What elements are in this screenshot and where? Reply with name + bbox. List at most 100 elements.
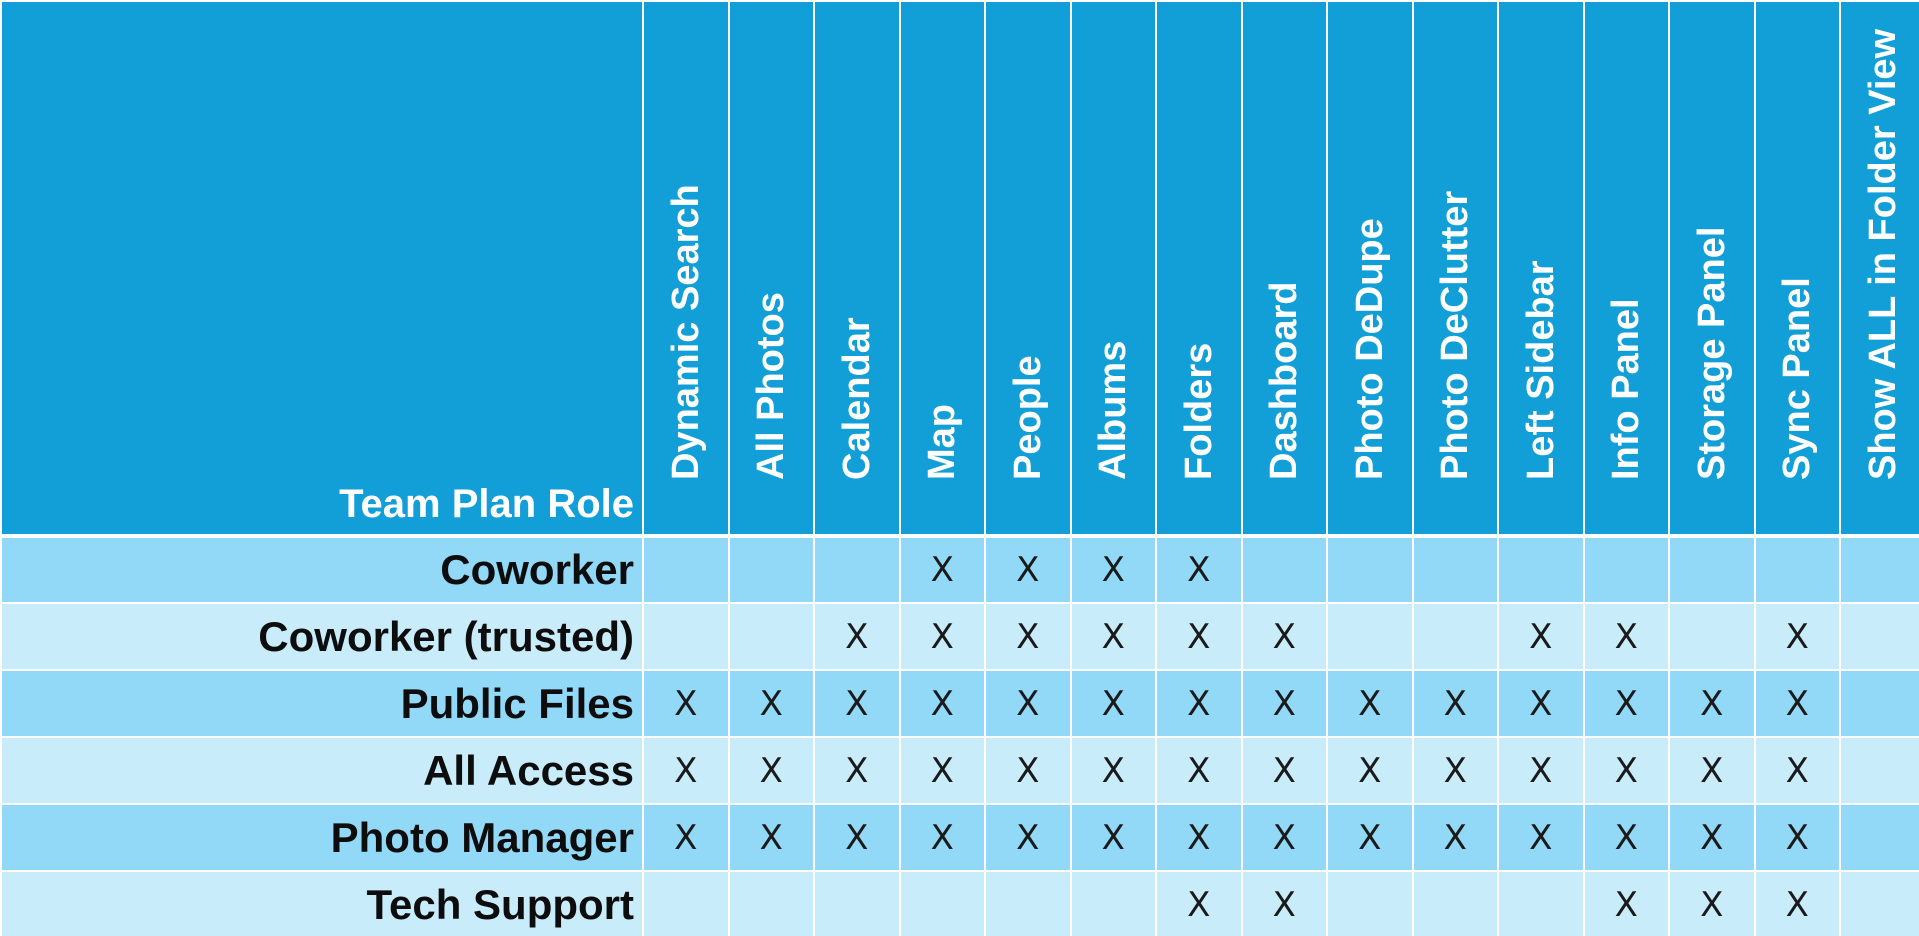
- permission-cell: [1411, 535, 1499, 604]
- permission-mark: X: [1272, 817, 1296, 858]
- permission-cell: X: [642, 803, 730, 872]
- permission-cell: [813, 870, 901, 936]
- permission-cell: [1326, 870, 1414, 936]
- column-header-info-panel: Info Panel: [1582, 0, 1670, 537]
- permission-mark: X: [759, 750, 783, 791]
- permission-cell: X: [813, 669, 901, 738]
- column-header-label: Dynamic Search: [664, 184, 707, 480]
- permission-mark: X: [1443, 683, 1467, 724]
- permission-mark: X: [1358, 683, 1382, 724]
- permission-cell: [1497, 870, 1585, 936]
- column-header-calendar: Calendar: [813, 0, 901, 537]
- table-row: Coworker (trusted) X X X X X X X X X: [0, 602, 1919, 671]
- permission-cell: X: [1240, 669, 1328, 738]
- permission-cell: X: [1069, 736, 1157, 805]
- column-header-label: Sync Panel: [1776, 277, 1819, 480]
- table-row: All Access X X X X X X X X X X X X X X: [0, 736, 1919, 805]
- permission-mark: X: [1443, 817, 1467, 858]
- permission-mark: X: [1700, 750, 1724, 791]
- permission-mark: X: [1187, 683, 1211, 724]
- permission-cell: [1582, 535, 1670, 604]
- permission-cell: X: [1753, 803, 1841, 872]
- column-header-label: Albums: [1092, 340, 1135, 480]
- permission-mark: X: [1785, 817, 1809, 858]
- column-header-photo-dedupe: Photo DeDupe: [1326, 0, 1414, 537]
- permission-cell: X: [727, 736, 815, 805]
- permission-cell: [727, 870, 815, 936]
- permission-mark: X: [1101, 817, 1125, 858]
- permission-mark: X: [759, 683, 783, 724]
- permission-mark: X: [759, 817, 783, 858]
- column-header-folders: Folders: [1155, 0, 1243, 537]
- permission-mark: X: [1614, 683, 1638, 724]
- permission-mark: X: [1785, 683, 1809, 724]
- permission-mark: X: [1101, 616, 1125, 657]
- permission-mark: X: [1187, 550, 1211, 590]
- permission-mark: X: [1016, 817, 1040, 858]
- permission-mark: X: [1016, 683, 1040, 724]
- permission-cell: [727, 535, 815, 604]
- role-name: Photo Manager: [0, 803, 644, 872]
- column-header-sync-panel: Sync Panel: [1753, 0, 1841, 537]
- permission-mark: X: [845, 817, 869, 858]
- permission-cell: X: [1069, 535, 1157, 604]
- permission-cell: X: [1155, 535, 1243, 604]
- column-header-label: Left Sidebar: [1519, 260, 1562, 480]
- permission-cell: X: [1326, 736, 1414, 805]
- column-header-storage-panel: Storage Panel: [1668, 0, 1756, 537]
- permission-mark: X: [845, 683, 869, 724]
- column-header-label: Map: [921, 404, 964, 480]
- permission-mark: X: [1016, 750, 1040, 791]
- permission-cell: X: [813, 736, 901, 805]
- table-row: Photo Manager X X X X X X X X X X X X X X: [0, 803, 1919, 872]
- permission-cell: [1839, 602, 1919, 671]
- column-header-people: People: [984, 0, 1072, 537]
- permission-mark: X: [1785, 884, 1809, 925]
- permission-mark: X: [1614, 817, 1638, 858]
- column-header-label: Folders: [1177, 342, 1220, 480]
- permission-cell: X: [642, 736, 730, 805]
- permission-cell: [1411, 870, 1499, 936]
- permission-cell: [727, 602, 815, 671]
- permission-cell: X: [1497, 669, 1585, 738]
- permission-cell: X: [898, 803, 986, 872]
- permission-cell: X: [1497, 803, 1585, 872]
- permission-cell: X: [1069, 669, 1157, 738]
- permission-cell: X: [1326, 669, 1414, 738]
- permission-mark: X: [1700, 817, 1724, 858]
- permission-cell: X: [984, 803, 1072, 872]
- permission-cell: X: [1582, 669, 1670, 738]
- permission-mark: X: [1272, 616, 1296, 657]
- permission-mark: X: [1529, 616, 1553, 657]
- permission-mark: X: [1614, 616, 1638, 657]
- permission-cell: [1326, 602, 1414, 671]
- permission-mark: X: [674, 683, 698, 724]
- permission-mark: X: [1614, 884, 1638, 925]
- permission-cell: [1839, 736, 1919, 805]
- column-header-label: Calendar: [835, 317, 878, 480]
- column-header-left-sidebar: Left Sidebar: [1497, 0, 1585, 537]
- permission-cell: [1668, 602, 1756, 671]
- permission-cell: X: [727, 803, 815, 872]
- permission-cell: X: [1411, 803, 1499, 872]
- permission-cell: X: [1411, 669, 1499, 738]
- permission-mark: X: [1272, 750, 1296, 791]
- permission-cell: X: [1497, 736, 1585, 805]
- table-row: Tech Support X X X X X: [0, 870, 1919, 936]
- role-name: Public Files: [0, 669, 644, 738]
- column-header-label: Info Panel: [1605, 298, 1648, 480]
- permission-cell: X: [1326, 803, 1414, 872]
- column-header-label: Storage Panel: [1690, 226, 1733, 480]
- permission-cell: [1240, 535, 1328, 604]
- permission-mark: X: [1358, 817, 1382, 858]
- permission-mark: X: [1187, 817, 1211, 858]
- permission-mark: X: [1272, 884, 1296, 925]
- permission-cell: [1497, 535, 1585, 604]
- permission-cell: X: [1668, 803, 1756, 872]
- permission-mark: X: [1700, 683, 1724, 724]
- permission-mark: X: [1187, 616, 1211, 657]
- permission-cell: X: [1240, 870, 1328, 936]
- permission-cell: X: [1753, 736, 1841, 805]
- permission-mark: X: [1529, 817, 1553, 858]
